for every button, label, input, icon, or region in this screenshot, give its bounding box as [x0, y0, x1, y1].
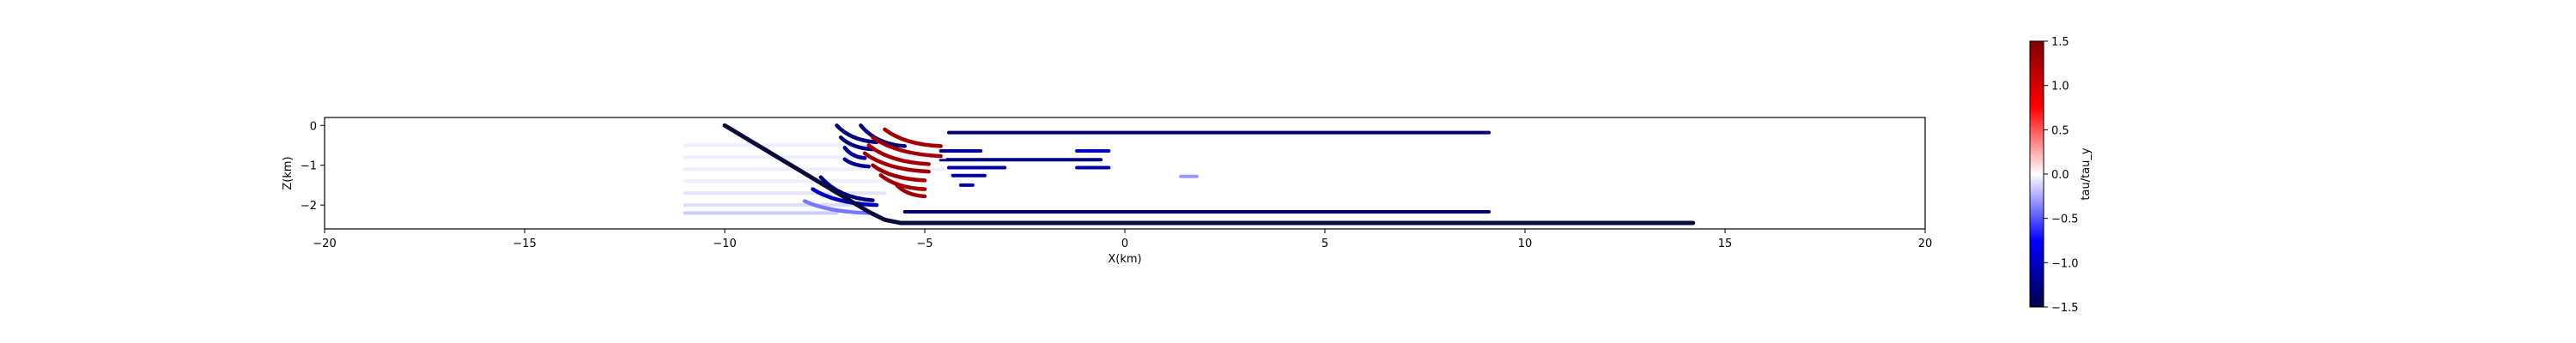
y-axis-label: Z(km) [282, 156, 295, 190]
colorbar-tick-label: 0.0 [2051, 169, 2069, 182]
y-axis-ticks: 0 −1 −2 [301, 120, 325, 213]
y-tick-label: 0 [310, 120, 317, 133]
x-tick-label: 20 [1918, 238, 1933, 250]
x-tick-label: −10 [713, 238, 736, 250]
colorbar-ticks: 1.5 1.0 0.5 0.0 −0.5 −1.0 −1.5 [2044, 36, 2079, 315]
x-tick-label: 15 [1718, 238, 1733, 250]
fault-line [722, 123, 1696, 226]
stress-arc [818, 175, 875, 202]
stress-arc [883, 127, 943, 148]
stress-arc [862, 151, 931, 174]
colorbar-tick-label: −0.5 [2051, 214, 2079, 226]
plot-area [324, 117, 1926, 230]
x-axis-ticks: −20 −15 −10 −5 0 5 10 15 20 [313, 229, 1932, 250]
colorbar-label: tau/tau_y [2080, 147, 2093, 200]
stress-arc [895, 183, 927, 199]
x-tick-label: −5 [916, 238, 933, 250]
stress-arc [866, 143, 931, 166]
x-axis-label: X(km) [1108, 253, 1141, 266]
stress-arc [842, 146, 867, 160]
y-tick-label: −2 [301, 200, 317, 213]
colorbar-tick-label: 1.5 [2051, 36, 2069, 49]
x-tick-label: −20 [313, 238, 336, 250]
x-tick-label: 0 [1121, 238, 1128, 250]
x-tick-label: 5 [1321, 238, 1328, 250]
colorbar-tick-label: −1.0 [2051, 257, 2079, 270]
x-tick-label: 10 [1518, 238, 1533, 250]
stress-arc [878, 173, 927, 191]
chart-marks [683, 123, 1696, 226]
y-tick-label: −1 [301, 160, 317, 173]
stress-arc [811, 187, 879, 208]
colorbar: 1.5 1.0 0.5 0.0 −0.5 −1.0 −1.5 tau/tau_y [2029, 36, 2093, 315]
stress-arc [871, 135, 943, 159]
colorbar-gradient [2029, 40, 2044, 308]
x-tick-label: −15 [513, 238, 536, 250]
stress-arc [871, 163, 927, 183]
colorbar-tick-label: 1.0 [2051, 81, 2069, 93]
stress-arc [838, 135, 875, 152]
stress-arc [842, 157, 872, 169]
colorbar-tick-label: −1.5 [2051, 302, 2079, 315]
stress-arc [802, 199, 872, 215]
colorbar-tick-label: 0.5 [2051, 124, 2069, 137]
stress-arc [835, 123, 879, 145]
